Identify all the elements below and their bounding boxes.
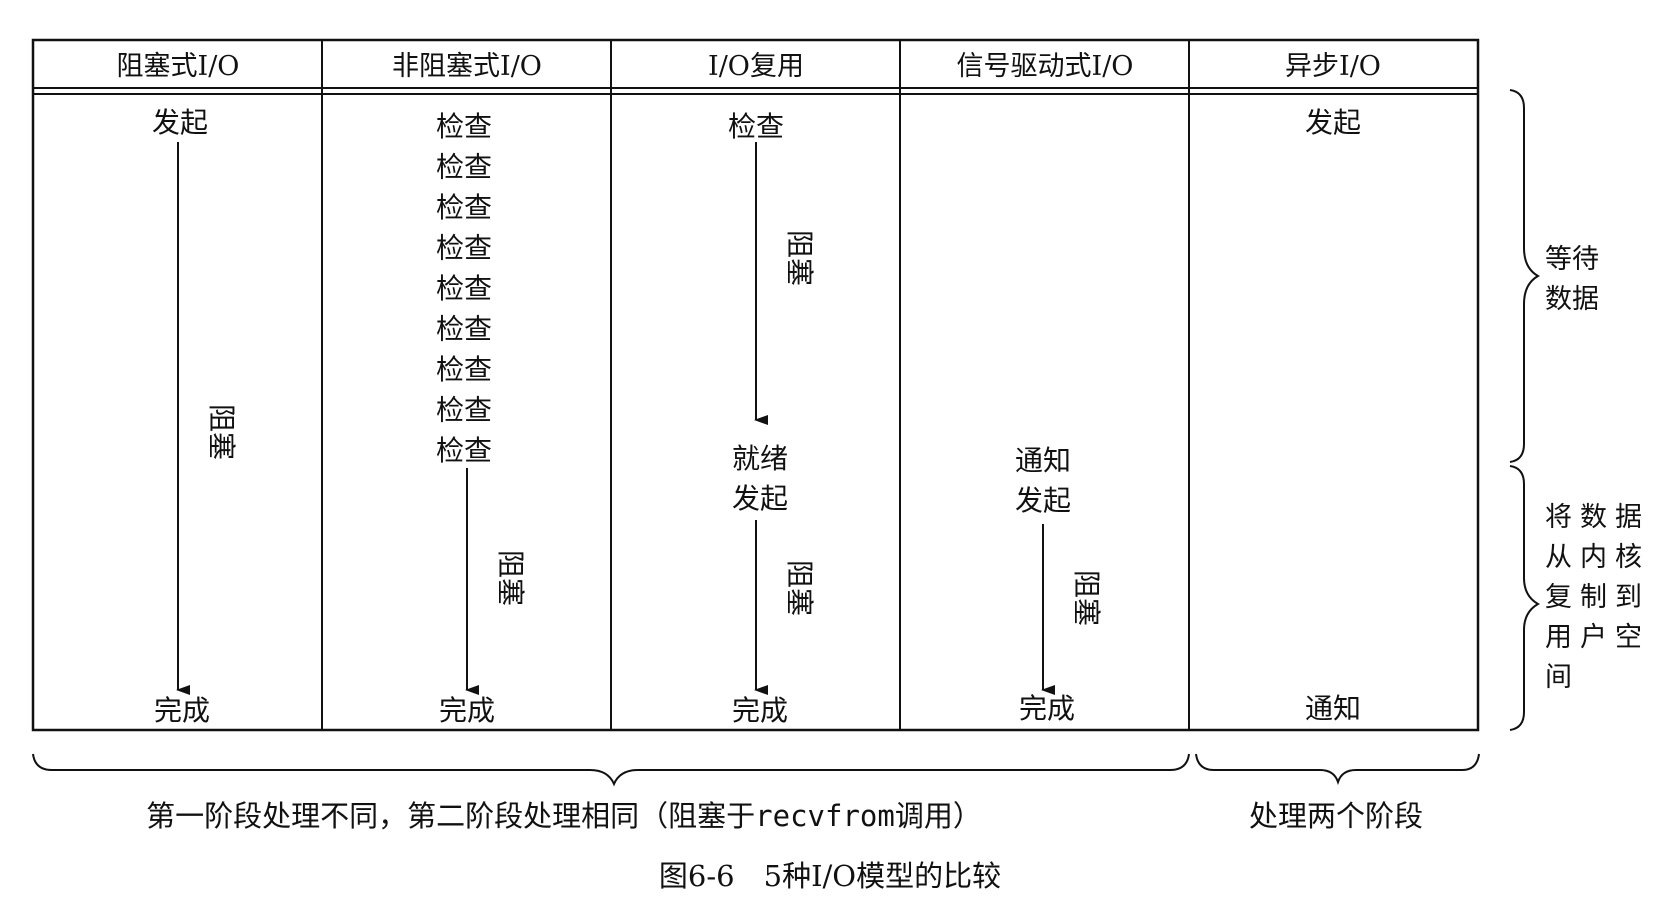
nonblocking-check-label: 检查 bbox=[436, 394, 492, 427]
blocking-initiate-label: 发起 bbox=[152, 106, 208, 139]
async-notify-label: 通知 bbox=[1305, 692, 1361, 725]
header-blocking-io: 阻塞式I/O bbox=[117, 51, 240, 82]
copy-data-label-line-1: 将数据 bbox=[1545, 502, 1650, 533]
nonblocking-check-label: 检查 bbox=[436, 272, 492, 305]
table-frame bbox=[31, 38, 1480, 732]
nonblocking-check-label: 检查 bbox=[436, 353, 492, 386]
copy-data-label-line-4: 用户空 bbox=[1545, 622, 1650, 653]
signal-initiate-label: 发起 bbox=[1015, 484, 1071, 517]
note-code: recvfrom bbox=[755, 799, 895, 833]
nonblocking-check-label: 检查 bbox=[436, 110, 492, 143]
header-async-io: 异步I/O bbox=[1285, 51, 1381, 82]
nonblocking-blocked-label: 阻塞 bbox=[494, 550, 527, 606]
copy-data-brace bbox=[1509, 465, 1541, 731]
multiplexing-ready-label: 就绪 bbox=[732, 442, 788, 475]
async-model-brace bbox=[1195, 753, 1480, 786]
header-io-multiplexing: I/O复用 bbox=[708, 51, 804, 82]
signal-complete-label: 完成 bbox=[1019, 692, 1075, 725]
note-prefix: 第一阶段处理不同，第二阶段处理相同（阻塞于 bbox=[146, 799, 755, 833]
nonblocking-complete-label: 完成 bbox=[439, 694, 495, 727]
multiplexing-complete-label: 完成 bbox=[732, 694, 788, 727]
multiplexing-blocked-label-1: 阻塞 bbox=[783, 230, 816, 286]
signal-notify-label: 通知 bbox=[1015, 444, 1071, 477]
header-signal-driven-io: 信号驱动式I/O bbox=[957, 51, 1134, 82]
nonblocking-check-label: 检查 bbox=[436, 232, 492, 265]
nonblocking-check-label: 检查 bbox=[436, 191, 492, 224]
multiplexing-check-label: 检查 bbox=[728, 110, 784, 143]
nonblocking-check-label: 检查 bbox=[436, 434, 492, 467]
copy-data-label-line-2: 从内核 bbox=[1545, 542, 1650, 573]
blocking-blocked-label: 阻塞 bbox=[205, 404, 238, 460]
blocking-complete-label: 完成 bbox=[154, 694, 210, 727]
note-suffix: 调用） bbox=[895, 799, 982, 833]
header-nonblocking-io: 非阻塞式I/O bbox=[392, 51, 542, 82]
wait-data-label-line-2: 数据 bbox=[1545, 284, 1599, 315]
signal-blocked-label: 阻塞 bbox=[1070, 570, 1103, 626]
copy-data-label-line-5: 间 bbox=[1545, 662, 1580, 693]
figure-caption: 图6-6 5种I/O模型的比较 bbox=[659, 859, 1001, 893]
multiplexing-blocked-label-2: 阻塞 bbox=[783, 560, 816, 616]
wait-data-brace bbox=[1509, 89, 1541, 463]
async-initiate-label: 发起 bbox=[1305, 106, 1361, 139]
multiplexing-initiate-label: 发起 bbox=[732, 482, 788, 515]
wait-data-label-line-1: 等待 bbox=[1545, 244, 1599, 275]
copy-data-label-line-3: 复制到 bbox=[1545, 582, 1650, 613]
nonblocking-check-label: 检查 bbox=[436, 151, 492, 184]
nonblocking-check-label: 检查 bbox=[436, 313, 492, 346]
async-model-note: 处理两个阶段 bbox=[1249, 799, 1423, 833]
first-four-models-note: 第一阶段处理不同，第二阶段处理相同（阻塞于recvfrom调用） bbox=[146, 799, 982, 833]
first-four-models-brace bbox=[32, 753, 1190, 787]
